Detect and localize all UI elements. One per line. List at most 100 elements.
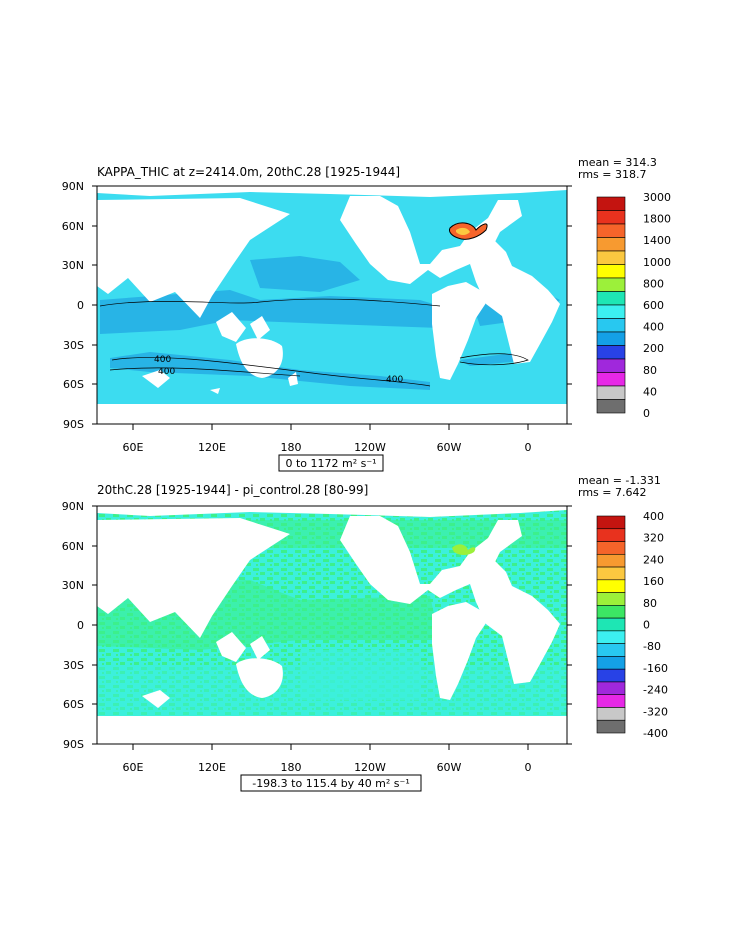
bottom-lon-axis: 60E 120E 180 120W 60W 0	[123, 744, 532, 774]
top-map-ocean	[97, 186, 567, 424]
top-lat-axis: 90N 60N 30N 0 30S 60S 90S	[62, 180, 572, 431]
top-contour-label-3: 400	[386, 375, 403, 385]
bottom-colorbar-label: -400	[643, 727, 668, 740]
greenland-hotspot	[449, 222, 488, 240]
top-colorbar-swatch	[596, 196, 626, 211]
top-lat-label: 60S	[63, 378, 84, 391]
bottom-colorbar-label: 400	[643, 510, 664, 523]
top-colorbar-swatch	[596, 291, 626, 306]
bottom-colorbar-swatch	[596, 515, 626, 530]
bottom-colorbar-swatch	[596, 541, 626, 555]
bottom-map-ocean	[97, 506, 567, 744]
top-colorbar-label: 200	[643, 342, 664, 355]
bottom-colorbar-swatch	[596, 528, 626, 542]
bottom-colorbar-swatch	[596, 719, 626, 734]
bottom-lat-label: 30N	[62, 579, 84, 592]
bottom-colorbar-swatch	[596, 579, 626, 593]
top-rms: rms = 318.7	[578, 168, 646, 181]
top-colorbar-swatch	[596, 372, 626, 387]
bottom-lat-label: 90N	[62, 500, 84, 513]
bottom-colorbar-swatch	[596, 681, 626, 696]
top-colorbar-swatch	[596, 264, 626, 279]
bottom-colorbar: 400 320 240 160 80 0 -80 -160 -240 -320 -400	[596, 510, 668, 740]
top-lon-label: 60W	[437, 441, 462, 454]
top-colorbar-swatch	[596, 277, 626, 292]
bottom-colorbar-swatch	[596, 668, 626, 683]
top-colorbar-swatch	[596, 399, 626, 414]
top-colorbar-label: 1400	[643, 234, 671, 247]
top-lon-label: 0	[525, 441, 532, 454]
bottom-range-label: -198.3 to 115.4 by 40 m² s⁻¹	[252, 777, 410, 790]
top-lon-label: 120W	[354, 441, 386, 454]
bottom-greenland-hotspot	[452, 544, 476, 555]
bottom-lon-label: 60W	[437, 761, 462, 774]
bottom-colorbar-swatch	[596, 605, 626, 619]
bottom-rms: rms = 7.642	[578, 486, 646, 499]
bottom-colorbar-label: 160	[643, 575, 664, 588]
top-lat-label: 60N	[62, 220, 84, 233]
bottom-colorbar-label: -80	[643, 640, 661, 653]
top-lat-label: 30N	[62, 259, 84, 272]
top-colorbar-swatch	[596, 223, 626, 238]
top-range-label: 0 to 1172 m² s⁻¹	[285, 457, 376, 470]
top-lat-label: 0	[77, 299, 84, 312]
top-contour-label-2: 400	[158, 367, 175, 377]
bottom-lat-label: 90S	[63, 738, 84, 751]
top-lat-label: 90S	[63, 418, 84, 431]
bottom-title: 20thC.28 [1925-1944] - pi_control.28 [80…	[97, 483, 368, 497]
bottom-mean: mean = -1.331	[578, 474, 661, 487]
bottom-lon-label: 120W	[354, 761, 386, 774]
bottom-colorbar-swatch	[596, 553, 626, 568]
bottom-range-box	[240, 774, 422, 792]
bottom-colorbar-swatch	[596, 566, 626, 581]
top-lon-axis: 60E 120E 180 120W 60W 0	[123, 424, 532, 454]
top-colorbar-label: 1800	[643, 213, 671, 226]
top-colorbar-label: 800	[643, 277, 664, 290]
top-contour-label-1: 400	[154, 355, 171, 365]
top-colorbar-swatch	[596, 318, 626, 333]
bottom-colorbar-swatch	[596, 694, 626, 708]
top-colorbar-label: 40	[643, 385, 657, 398]
top-colorbar-label: 1000	[643, 256, 671, 269]
top-panel: 400 400 400 KAPPA_THIC at z=2414.0m, 20t…	[62, 156, 671, 472]
bottom-colorbar-label: 320	[643, 532, 664, 545]
bottom-lon-label: 60E	[123, 761, 144, 774]
top-colorbar-label: 600	[643, 299, 664, 312]
top-title: KAPPA_THIC at z=2414.0m, 20thC.28 [1925-…	[97, 165, 400, 179]
bottom-colorbar-swatch	[596, 656, 626, 670]
bottom-colorbar-swatch	[596, 707, 626, 721]
bottom-panel: 20thC.28 [1925-1944] - pi_control.28 [80…	[62, 474, 668, 792]
top-colorbar-swatch	[596, 331, 626, 346]
bottom-lon-label: 0	[525, 761, 532, 774]
bottom-lon-label: 180	[281, 761, 302, 774]
bottom-colorbar-swatch	[596, 630, 626, 644]
top-lat-label: 90N	[62, 180, 84, 193]
bottom-colorbar-label: 0	[643, 619, 650, 632]
bottom-colorbar-swatch	[596, 592, 626, 606]
top-lon-label: 180	[281, 441, 302, 454]
bottom-lat-label: 0	[77, 619, 84, 632]
top-lon-label: 60E	[123, 441, 144, 454]
top-lon-label: 120E	[198, 441, 226, 454]
bottom-colorbar-label: -160	[643, 662, 668, 675]
top-colorbar-swatch	[596, 250, 626, 265]
bottom-lat-axis: 90N 60N 30N 0 30S 60S 90S	[62, 500, 572, 751]
top-colorbar-label: 80	[643, 364, 657, 377]
top-lat-label: 30S	[63, 339, 84, 352]
top-colorbar-label: 0	[643, 407, 650, 420]
top-range-box	[278, 454, 384, 472]
bottom-colorbar-label: -320	[643, 705, 668, 718]
top-colorbar-swatch	[596, 304, 626, 319]
bottom-lat-label: 30S	[63, 659, 84, 672]
top-colorbar-swatch	[596, 358, 626, 373]
top-colorbar-swatch	[596, 385, 626, 400]
top-colorbar-swatch	[596, 237, 626, 252]
bottom-colorbar-label: 80	[643, 597, 657, 610]
top-colorbar-label: 400	[643, 321, 664, 334]
bottom-lon-label: 120E	[198, 761, 226, 774]
bottom-colorbar-label: -240	[643, 684, 668, 697]
top-mean: mean = 314.3	[578, 156, 657, 169]
